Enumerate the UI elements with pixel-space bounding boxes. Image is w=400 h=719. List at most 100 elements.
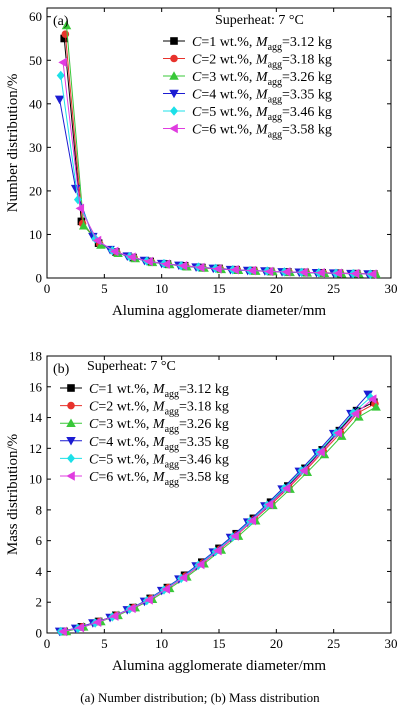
legend-c-symbol: C (89, 435, 99, 450)
legend-m-subscript: agg (165, 442, 179, 453)
legend-concentration: =6 wt.%, (98, 470, 153, 485)
legend-concentration: =5 wt.%, (201, 105, 256, 120)
y-tick-label: 6 (36, 533, 43, 548)
legend-c-symbol: C (192, 88, 202, 103)
legend-m-subscript: agg (165, 389, 179, 400)
legend-c-symbol: C (192, 35, 202, 50)
legend-m-symbol: M (152, 400, 166, 415)
legend-concentration: =1 wt.%, (201, 35, 256, 50)
data-point (178, 572, 188, 583)
legend-m-subscript: agg (268, 60, 282, 71)
legend-mass: =3.26 kg (179, 417, 229, 432)
legend-m-symbol: M (152, 417, 166, 432)
data-point (78, 220, 89, 230)
legend-entry-3: C=3 wt.%, Magg=3.26 kg (60, 417, 229, 435)
data-point (247, 515, 257, 526)
legend-marker (66, 437, 76, 446)
data-point (58, 57, 67, 68)
legend-concentration: =5 wt.%, (98, 452, 153, 467)
legend-c-symbol: C (192, 53, 202, 68)
legend-m-subscript: agg (165, 407, 179, 418)
legend-m-subscript: agg (268, 95, 282, 106)
data-point (371, 402, 381, 411)
legend-entry-6: C=6 wt.%, Magg=3.58 kg (60, 470, 229, 488)
legend-concentration: =3 wt.%, (201, 70, 256, 85)
legend-entry-1: C=1 wt.%, Magg=3.12 kg (60, 382, 229, 400)
legend-m-subscript: agg (165, 477, 179, 488)
data-point (350, 408, 360, 419)
x-tick-label: 25 (327, 636, 340, 651)
legend-entry-1: C=1 wt.%, Magg=3.12 kg (163, 35, 332, 53)
legend-entry-5: C=5 wt.%, Magg=3.46 kg (60, 452, 229, 470)
legend-concentration: =4 wt.%, (98, 435, 153, 450)
data-point (367, 269, 377, 279)
legend-marker (169, 123, 178, 134)
x-tick-label: 0 (44, 281, 51, 296)
legend-mass: =3.58 kg (282, 123, 332, 138)
y-tick-label: 2 (36, 595, 43, 610)
legend-concentration: =2 wt.%, (201, 53, 256, 68)
data-point (61, 30, 70, 38)
legend-label: C=6 wt.%, Magg=3.58 kg (192, 123, 332, 141)
legend-m-subscript: agg (165, 459, 179, 470)
legend-concentration: =6 wt.%, (201, 123, 256, 138)
y-tick-label: 4 (36, 564, 43, 579)
panel-label: (a) (53, 14, 69, 29)
legend-concentration: =1 wt.%, (98, 382, 153, 397)
legend-marker (170, 37, 178, 45)
y-tick-label: 20 (29, 183, 42, 198)
legend-c-symbol: C (89, 470, 99, 485)
plot-frame (46, 355, 392, 634)
x-tick-label: 20 (270, 636, 283, 651)
panel-b-mass-distribution: 0 5 10 15 20 25 30 0 2 4 6 8 10 12 14 16 18 Alumina agglo… (5, 349, 398, 675)
legend-m-symbol: M (152, 452, 166, 467)
data-point (58, 626, 67, 637)
legend-label: C=2 wt.%, Magg=3.18 kg (192, 53, 332, 71)
y-tick-label: 18 (29, 349, 42, 364)
legend-label: C=5 wt.%, Magg=3.46 kg (89, 452, 229, 470)
data-point (144, 595, 153, 605)
x-tick-label: 10 (155, 636, 168, 651)
data-point (247, 265, 257, 276)
legend-m-subscript: agg (268, 42, 282, 53)
legend-mass: =3.46 kg (282, 105, 332, 120)
series-6 (58, 57, 377, 279)
data-point (56, 70, 65, 81)
legend-m-symbol: M (255, 53, 269, 68)
legend-label: C=1 wt.%, Magg=3.12 kg (192, 35, 332, 53)
x-tick-label: 20 (270, 281, 283, 296)
x-tick-label: 30 (385, 281, 398, 296)
legend-marker (169, 71, 179, 80)
y-tick-label: 40 (29, 96, 42, 111)
data-point (213, 264, 222, 274)
legend-c-symbol: C (192, 70, 202, 85)
legend-mass: =3.26 kg (282, 70, 332, 85)
data-point (195, 262, 205, 273)
x-tick-label: 10 (155, 281, 168, 296)
x-tick-label: 15 (213, 281, 226, 296)
legend-mass: =3.18 kg (179, 400, 229, 415)
x-tick-label: 30 (385, 636, 398, 651)
legend-label: C=1 wt.%, Magg=3.12 kg (89, 382, 229, 400)
legend-label: C=3 wt.%, Magg=3.26 kg (89, 417, 229, 435)
y-tick-label: 10 (29, 472, 42, 487)
y-tick-label: 0 (36, 626, 43, 641)
legend-c-symbol: C (192, 123, 202, 138)
legend-marker (66, 418, 76, 427)
legend-c-symbol: C (192, 105, 202, 120)
legend-mass: =3.35 kg (282, 88, 332, 103)
series-6 (58, 394, 377, 637)
legend-label: C=4 wt.%, Magg=3.35 kg (89, 435, 229, 453)
legend-m-symbol: M (152, 382, 166, 397)
legend-entry-3: C=3 wt.%, Magg=3.26 kg (163, 70, 332, 88)
legend-m-subscript: agg (268, 130, 282, 141)
legend-c-symbol: C (89, 417, 99, 432)
data-point (264, 499, 274, 510)
data-point (264, 266, 274, 277)
legend-entry-2: C=2 wt.%, Magg=3.18 kg (60, 400, 229, 418)
legend-entry-6: C=6 wt.%, Magg=3.58 kg (163, 123, 332, 141)
data-point (144, 256, 153, 267)
legend-m-symbol: M (255, 35, 269, 50)
data-point (54, 95, 65, 105)
figure-caption: (a) Number distribution; (b) Mass distri… (80, 690, 320, 705)
